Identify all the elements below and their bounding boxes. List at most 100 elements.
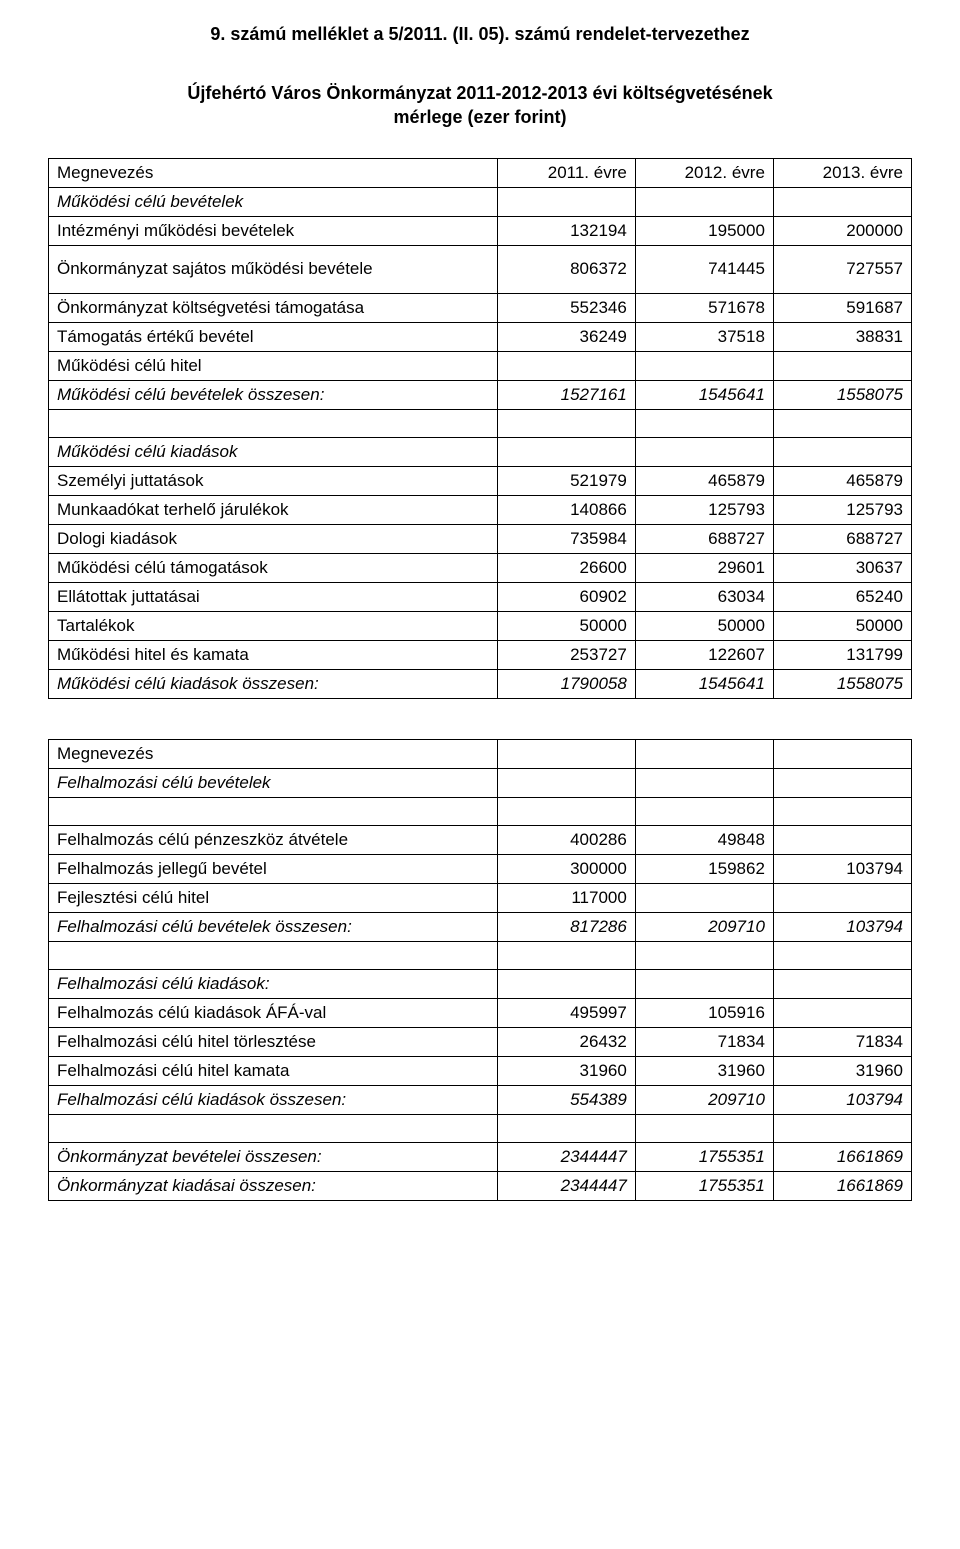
row-label: Ellátottak juttatásai xyxy=(49,582,498,611)
row-value: 1661869 xyxy=(773,1142,911,1171)
row-label: Felhalmozás célú pénzeszköz átvétele xyxy=(49,825,498,854)
row-value: 1558075 xyxy=(773,380,911,409)
row-value xyxy=(635,187,773,216)
row-label: Működési célú támogatások xyxy=(49,553,498,582)
budget-table-operating: Megnevezés2011. évre2012. évre2013. évre… xyxy=(48,158,912,699)
row-value: 2011. évre xyxy=(497,158,635,187)
table-row: Önkormányzat bevételei összesen:23444471… xyxy=(49,1142,912,1171)
row-value xyxy=(497,797,635,825)
row-value xyxy=(773,797,911,825)
table-row: Felhalmozási célú hitel törlesztése26432… xyxy=(49,1027,912,1056)
row-value xyxy=(773,437,911,466)
row-label: Felhalmozási célú bevételek összesen: xyxy=(49,912,498,941)
row-label: Működési célú hitel xyxy=(49,351,498,380)
row-label xyxy=(49,797,498,825)
row-value: 2344447 xyxy=(497,1142,635,1171)
table-row xyxy=(49,941,912,969)
row-label: Működési hitel és kamata xyxy=(49,640,498,669)
row-value: 103794 xyxy=(773,912,911,941)
table-row: Működési célú bevételek összesen:1527161… xyxy=(49,380,912,409)
table-row: Felhalmozási célú kiadások összesen:5543… xyxy=(49,1085,912,1114)
row-label: Felhalmozás jellegű bevétel xyxy=(49,854,498,883)
row-value xyxy=(497,1114,635,1142)
row-value: 37518 xyxy=(635,322,773,351)
row-value: 71834 xyxy=(635,1027,773,1056)
row-value: 50000 xyxy=(497,611,635,640)
row-value xyxy=(773,768,911,797)
table-row: Felhalmozás célú kiadások ÁFÁ-val4959971… xyxy=(49,998,912,1027)
row-value: 465879 xyxy=(773,466,911,495)
row-value: 554389 xyxy=(497,1085,635,1114)
row-value: 400286 xyxy=(497,825,635,854)
row-label: Megnevezés xyxy=(49,158,498,187)
row-label: Működési célú bevételek xyxy=(49,187,498,216)
row-value: 2344447 xyxy=(497,1171,635,1200)
row-value: 1755351 xyxy=(635,1171,773,1200)
row-value: 26432 xyxy=(497,1027,635,1056)
row-value: 591687 xyxy=(773,293,911,322)
table-row: Ellátottak juttatásai609026303465240 xyxy=(49,582,912,611)
row-value: 495997 xyxy=(497,998,635,1027)
row-value: 1755351 xyxy=(635,1142,773,1171)
row-label: Önkormányzat kiadásai összesen: xyxy=(49,1171,498,1200)
row-value: 49848 xyxy=(635,825,773,854)
row-value: 29601 xyxy=(635,553,773,582)
row-value: 31960 xyxy=(773,1056,911,1085)
row-value: 103794 xyxy=(773,1085,911,1114)
row-value: 688727 xyxy=(773,524,911,553)
row-label: Működési célú bevételek összesen: xyxy=(49,380,498,409)
table-row: Támogatás értékű bevétel362493751838831 xyxy=(49,322,912,351)
row-label: Önkormányzat költségvetési támogatása xyxy=(49,293,498,322)
row-label xyxy=(49,1114,498,1142)
row-value xyxy=(497,409,635,437)
row-label: Megnevezés xyxy=(49,739,498,768)
row-value: 1661869 xyxy=(773,1171,911,1200)
row-value: 2013. évre xyxy=(773,158,911,187)
row-value xyxy=(635,969,773,998)
table-row: Működési célú támogatások266002960130637 xyxy=(49,553,912,582)
row-value: 50000 xyxy=(773,611,911,640)
row-label: Intézményi működési bevételek xyxy=(49,216,498,245)
row-value: 71834 xyxy=(773,1027,911,1056)
row-label: Támogatás értékű bevétel xyxy=(49,322,498,351)
budget-table-accumulation: MegnevezésFelhalmozási célú bevételekFel… xyxy=(48,739,912,1201)
row-label: Működési célú kiadások xyxy=(49,437,498,466)
row-label: Fejlesztési célú hitel xyxy=(49,883,498,912)
row-label: Dologi kiadások xyxy=(49,524,498,553)
row-label: Felhalmozási célú hitel törlesztése xyxy=(49,1027,498,1056)
table-row: Dologi kiadások735984688727688727 xyxy=(49,524,912,553)
row-value: 209710 xyxy=(635,1085,773,1114)
row-value xyxy=(497,768,635,797)
row-value xyxy=(773,409,911,437)
row-value: 103794 xyxy=(773,854,911,883)
row-value: 30637 xyxy=(773,553,911,582)
row-value xyxy=(635,768,773,797)
table-row: Felhalmozás célú pénzeszköz átvétele4002… xyxy=(49,825,912,854)
row-label: Önkormányzat sajátos működési bevétele xyxy=(49,245,498,293)
table-row: Felhalmozási célú bevételek összesen:817… xyxy=(49,912,912,941)
table-row: Működési célú kiadások xyxy=(49,437,912,466)
row-value: 817286 xyxy=(497,912,635,941)
row-value xyxy=(773,825,911,854)
row-value: 1790058 xyxy=(497,669,635,698)
row-value xyxy=(635,351,773,380)
table-row: Megnevezés xyxy=(49,739,912,768)
row-value: 552346 xyxy=(497,293,635,322)
table-row: Önkormányzat sajátos működési bevétele80… xyxy=(49,245,912,293)
table-row xyxy=(49,797,912,825)
row-value xyxy=(635,883,773,912)
row-value xyxy=(773,969,911,998)
row-value: 140866 xyxy=(497,495,635,524)
table-row: Fejlesztési célú hitel117000 xyxy=(49,883,912,912)
table-row: Működési célú hitel xyxy=(49,351,912,380)
table-row: Működési célú bevételek xyxy=(49,187,912,216)
row-value: 26600 xyxy=(497,553,635,582)
row-value xyxy=(635,437,773,466)
row-label: Munkaadókat terhelő járulékok xyxy=(49,495,498,524)
row-label: Önkormányzat bevételei összesen: xyxy=(49,1142,498,1171)
row-value: 63034 xyxy=(635,582,773,611)
attachment-header: 9. számú melléklet a 5/2011. (II. 05). s… xyxy=(48,24,912,45)
row-value: 122607 xyxy=(635,640,773,669)
row-value xyxy=(497,187,635,216)
row-value: 105916 xyxy=(635,998,773,1027)
